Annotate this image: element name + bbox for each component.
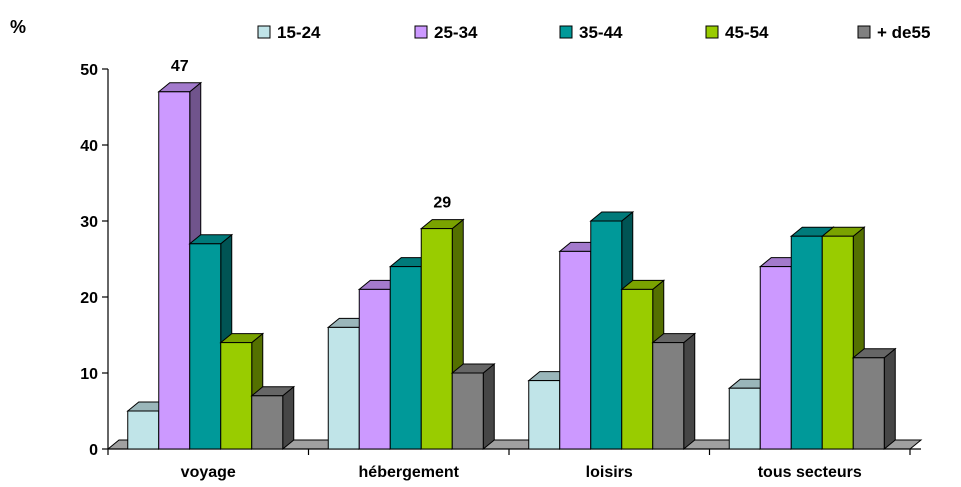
legend-swatch [414, 25, 428, 39]
bar-front [852, 357, 885, 450]
legend-swatch [257, 25, 271, 39]
bar-front [652, 342, 685, 450]
bar [250, 385, 296, 451]
legend-label: 15-24 [277, 23, 321, 42]
legend-label: 25-34 [434, 23, 478, 42]
bar-front [220, 342, 253, 450]
bar-front [590, 220, 623, 450]
legend-item: 35-44 [559, 23, 623, 42]
x-category-label: hébergement [359, 464, 460, 481]
legend-item: 25-34 [414, 23, 478, 42]
y-axis-unit-label: % [10, 17, 26, 37]
x-category-label: tous secteurs [758, 464, 862, 481]
y-tick-label: 40 [80, 138, 98, 155]
bar [851, 347, 897, 451]
bar-front [559, 250, 592, 450]
legend-item: 15-24 [257, 23, 321, 42]
bar-front [358, 288, 391, 450]
bar-side [683, 332, 696, 451]
bar-front [189, 243, 222, 450]
x-category-label: loisirs [586, 464, 633, 481]
legend: 15-24 25-34 35-44 45-54 + de55 [257, 23, 930, 42]
legend-item: 45-54 [705, 23, 769, 42]
bar-front [621, 288, 654, 450]
y-tick-label: 30 [80, 214, 98, 231]
bar-front [251, 395, 284, 450]
bar-side [883, 347, 896, 451]
bar-front [158, 91, 191, 450]
y-tick-label: 50 [80, 62, 98, 79]
bars-group [126, 81, 897, 451]
legend-label: 45-54 [725, 23, 769, 42]
data-label: 47 [171, 58, 189, 75]
data-labels-group: 47 29 [171, 58, 451, 212]
bar-side [282, 385, 295, 451]
bar-front [420, 228, 453, 450]
y-tick-label: 20 [80, 290, 98, 307]
bar-front [528, 380, 561, 450]
bar-front [127, 410, 160, 450]
legend-swatch [857, 25, 871, 39]
legend-item: + de55 [857, 23, 930, 42]
y-tick-label: 10 [80, 366, 98, 383]
legend-label: + de55 [877, 23, 930, 42]
x-category-label: voyage [181, 464, 236, 481]
bar-front [389, 266, 422, 450]
bar-front [821, 235, 854, 450]
bar-front [728, 387, 761, 450]
legend-swatch [705, 25, 719, 39]
bar-front [759, 266, 792, 450]
bar-front [327, 326, 360, 450]
bar-front [790, 235, 823, 450]
legend-label: 35-44 [579, 23, 623, 42]
bar-side [482, 362, 495, 451]
bar-front [451, 372, 484, 450]
legend-swatch [559, 25, 573, 39]
data-label: 29 [433, 195, 451, 212]
bar [450, 362, 496, 451]
y-tick-label: 0 [89, 442, 98, 459]
bar [651, 332, 697, 451]
